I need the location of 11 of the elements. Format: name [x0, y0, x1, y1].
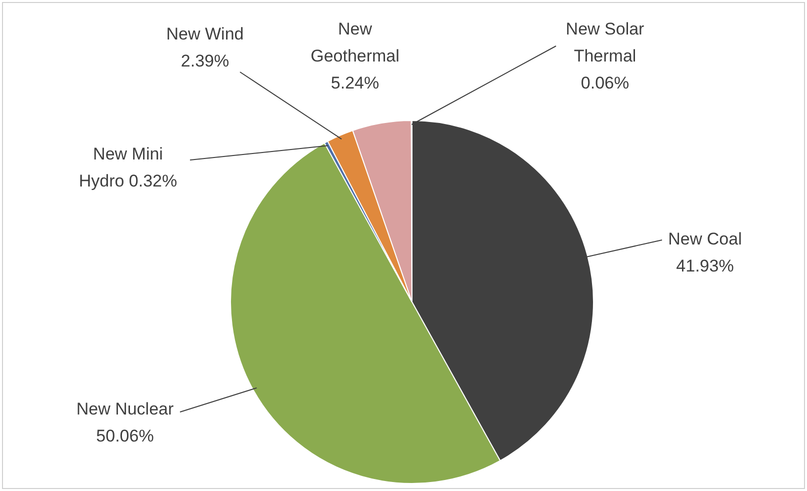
- slice-label: New Coal: [668, 230, 742, 249]
- slice-label: New Nuclear: [76, 400, 174, 419]
- data-label: 0.06%: [580, 74, 630, 93]
- data-label: 50.06%: [96, 426, 154, 446]
- data-label: 2.39%: [180, 52, 230, 71]
- data-label: 41.93%: [676, 256, 734, 276]
- data-label: 5.24%: [330, 74, 380, 93]
- slice-label: New Wind: [166, 24, 244, 44]
- slice-label: New Geothermal: [310, 20, 400, 66]
- slice-label: New Solar Thermal: [566, 20, 645, 66]
- slice-label: New Mini Hydro 0.32%: [78, 144, 178, 191]
